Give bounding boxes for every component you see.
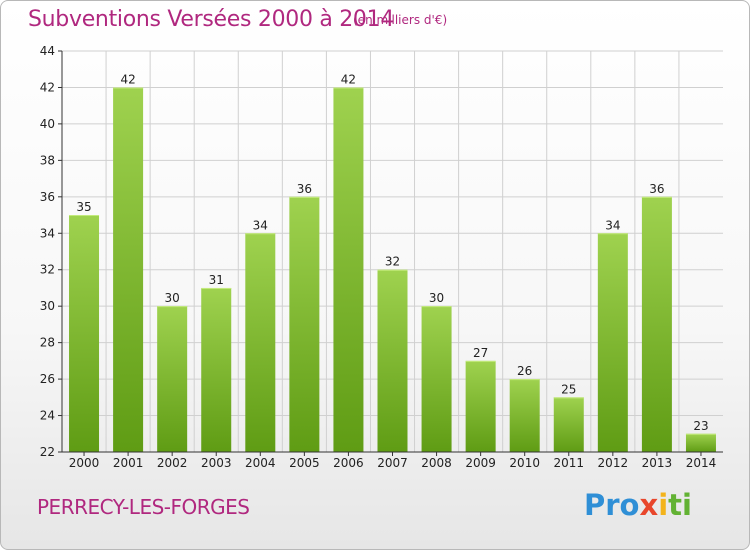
- bar: [201, 287, 232, 452]
- data-label: 34: [253, 218, 268, 232]
- data-label: 32: [385, 255, 400, 269]
- x-tick-label: 2002: [157, 456, 188, 470]
- bars: [69, 87, 716, 453]
- chart-subtitle: (en milliers d'€): [353, 13, 448, 27]
- data-label: 31: [209, 273, 224, 287]
- x-tick-label: 2003: [201, 456, 232, 470]
- y-tick-label: 34: [40, 226, 55, 240]
- logo-part: i: [658, 488, 669, 522]
- bar: [641, 196, 672, 452]
- chart-title: Subventions Versées 2000 à 2014: [28, 7, 395, 32]
- bar: [597, 233, 628, 452]
- x-tick-label: 2001: [113, 456, 144, 470]
- data-label: 36: [649, 182, 664, 196]
- proxiti-logo: Proxiti: [584, 488, 692, 522]
- data-label: 26: [517, 364, 532, 378]
- data-label: 30: [165, 291, 180, 305]
- bar: [377, 269, 408, 452]
- data-label: 25: [561, 382, 576, 396]
- x-tick-label: 2000: [69, 456, 100, 470]
- y-tick-label: 22: [40, 445, 55, 459]
- x-tick-label: 2007: [377, 456, 408, 470]
- logo-part: ti: [668, 488, 692, 522]
- logo-part: x: [639, 488, 659, 522]
- axes: [58, 50, 723, 456]
- data-label: 36: [297, 182, 312, 196]
- data-label: 35: [76, 200, 91, 214]
- bar: [421, 306, 452, 452]
- data-label: 42: [120, 72, 135, 86]
- y-tick-label: 32: [40, 263, 55, 277]
- y-tick-label: 42: [40, 80, 55, 94]
- x-tick-label: 2012: [598, 456, 629, 470]
- x-tick-label: 2009: [465, 456, 496, 470]
- bar: [157, 306, 188, 452]
- bar: [69, 215, 100, 452]
- bar: [113, 87, 144, 453]
- bar: [245, 233, 276, 452]
- labels: 22 24 26 28 30 32 34 36 38 40 42 44 35 2000 42 2001 30 20…: [40, 44, 717, 470]
- x-tick-label: 2014: [686, 456, 717, 470]
- x-tick-label: 2006: [333, 456, 364, 470]
- y-tick-label: 38: [40, 153, 55, 167]
- bar: [553, 397, 584, 452]
- bar: [685, 433, 716, 452]
- bar: [289, 196, 320, 452]
- x-tick-label: 2005: [289, 456, 320, 470]
- logo-part: Pro: [584, 488, 640, 522]
- data-label: 42: [341, 72, 356, 86]
- data-label: 23: [693, 419, 708, 433]
- data-label: 30: [429, 291, 444, 305]
- bar: [509, 379, 540, 452]
- y-tick-label: 26: [40, 372, 55, 386]
- x-tick-label: 2013: [642, 456, 673, 470]
- data-label: 27: [473, 346, 488, 360]
- y-tick-label: 24: [40, 409, 55, 423]
- data-label: 34: [605, 218, 620, 232]
- y-tick-label: 44: [40, 44, 55, 58]
- x-tick-label: 2004: [245, 456, 276, 470]
- y-tick-label: 40: [40, 117, 55, 131]
- x-tick-label: 2008: [421, 456, 452, 470]
- commune-name: PERRECY-LES-FORGES: [37, 495, 250, 519]
- x-tick-label: 2011: [553, 456, 584, 470]
- x-tick-label: 2010: [509, 456, 540, 470]
- y-tick-label: 28: [40, 336, 55, 350]
- y-tick-label: 30: [40, 299, 55, 313]
- bar: [465, 360, 496, 452]
- y-tick-label: 36: [40, 190, 55, 204]
- bar: [333, 87, 364, 453]
